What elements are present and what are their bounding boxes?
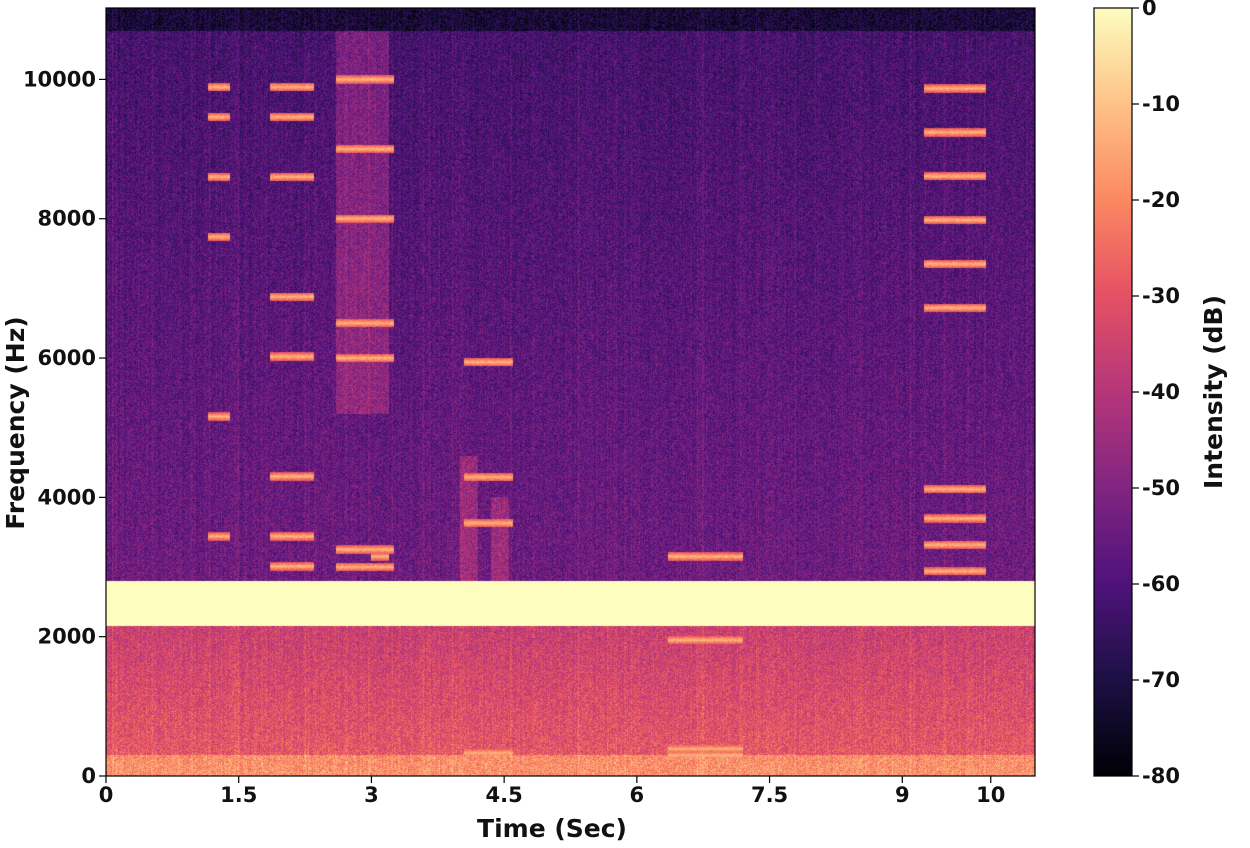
x-tick-label: 3: [364, 783, 379, 807]
y-tick-label: 8000: [38, 207, 96, 231]
colorbar-label: Intensity (dB): [1199, 295, 1228, 489]
colorbar-tick-label: -40: [1142, 380, 1180, 404]
colorbar-tick-label: 0: [1142, 0, 1157, 20]
colorbar-tick-label: -70: [1142, 668, 1180, 692]
x-tick-label: 4.5: [486, 783, 523, 807]
colorbar-ticks: 0 -10 -20 -30 -40 -50 -60 -70 -80: [1093, 0, 1180, 788]
x-tick-label: 1.5: [220, 783, 257, 807]
x-tick-label: 9: [895, 783, 910, 807]
y-tick-label: 4000: [38, 485, 96, 509]
y-tick-label: 6000: [38, 346, 96, 370]
y-tick-label: 0: [81, 764, 96, 788]
x-axis-label: Time (Sec): [477, 814, 627, 843]
plot-frame: [105, 7, 1036, 777]
x-tick-label: 6: [630, 783, 645, 807]
x-tick-label: 0: [99, 783, 114, 807]
y-tick-label: 10000: [23, 67, 96, 91]
colorbar-tick-label: -80: [1142, 764, 1180, 788]
axes: 0 1.5 3 4.5 6 7.5 9 10 0 2000 4000 6000 8000 10000: [23, 7, 1036, 807]
spectrogram-plot: [106, 8, 1035, 776]
colorbar-tick-label: -60: [1142, 572, 1180, 596]
colorbar-tick-label: -30: [1142, 284, 1180, 308]
spectrogram-image: [106, 8, 1035, 776]
y-tick-label: 2000: [38, 625, 96, 649]
colorbar-gradient: [1094, 8, 1132, 776]
colorbar: [1094, 8, 1132, 776]
x-tick-label: 10: [976, 783, 1005, 807]
colorbar-tick-label: -50: [1142, 476, 1180, 500]
x-tick-label: 7.5: [751, 783, 788, 807]
y-axis-label: Frequency (Hz): [1, 316, 30, 529]
colorbar-tick-label: -20: [1142, 188, 1180, 212]
colorbar-tick-label: -10: [1142, 92, 1180, 116]
